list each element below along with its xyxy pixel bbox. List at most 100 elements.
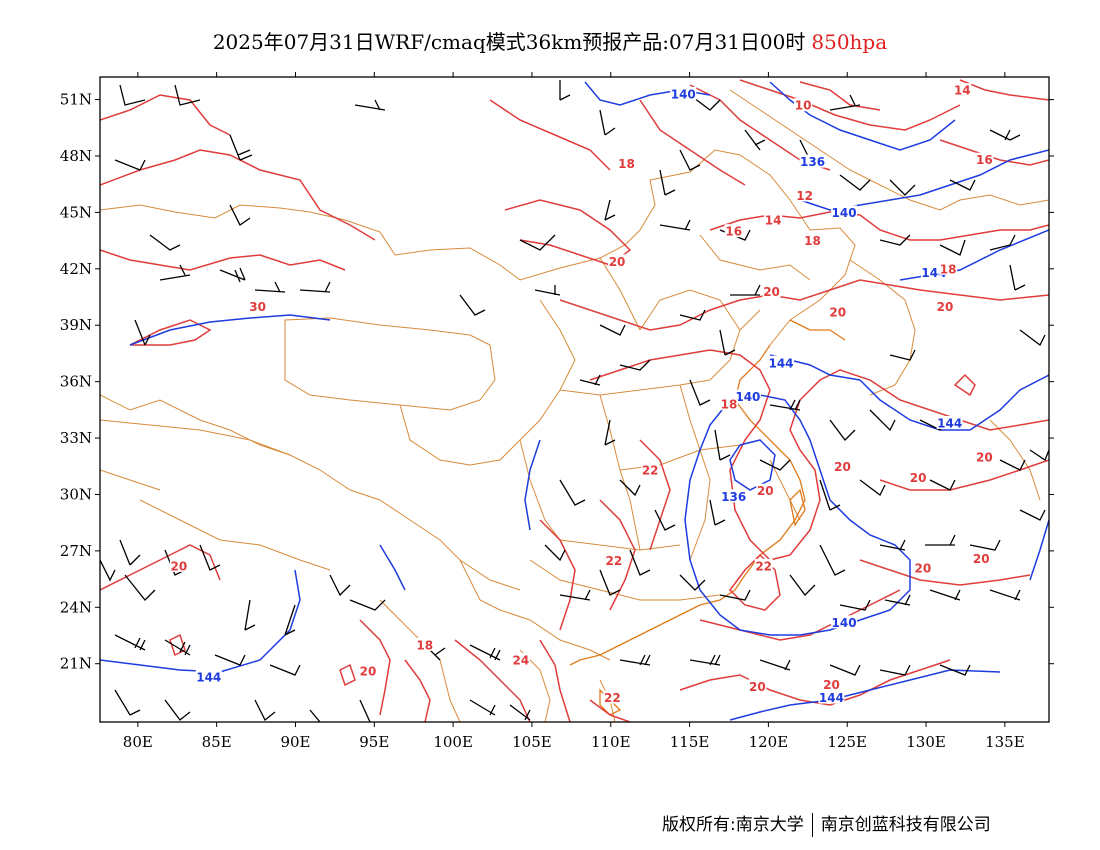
province-border <box>699 234 811 281</box>
temperature-contour-label-bg <box>756 483 775 497</box>
wind-barb <box>769 399 801 411</box>
temperature-contour-label-bg <box>972 551 991 565</box>
height-contour-label-bg <box>831 615 858 629</box>
wind-barb <box>759 459 791 471</box>
height-contour-label: 140 <box>671 87 696 101</box>
wind-barb <box>219 267 246 283</box>
province-border <box>519 649 551 722</box>
lon-label: 135E <box>985 733 1025 751</box>
lat-label: 39N <box>60 316 92 334</box>
lon-label: 115E <box>670 733 710 751</box>
wind-barb <box>929 479 956 491</box>
wind-barb <box>714 429 731 461</box>
temperature-contour-label: 20 <box>757 484 774 498</box>
temperature-contour-label: 22 <box>604 691 621 705</box>
height-contour-label: 140 <box>735 390 760 404</box>
lon-label: 125E <box>827 733 867 751</box>
temperature-contour-label-bg <box>803 233 822 247</box>
wind-barb <box>269 664 301 676</box>
wind-barb <box>889 349 916 361</box>
copyright-right: 南京创蓝科技有限公司 <box>820 815 991 835</box>
wind-barb <box>829 419 856 441</box>
temperature-contour-label: 18 <box>721 398 738 412</box>
wind-barb <box>679 309 706 321</box>
temperature-contour-label: 18 <box>804 234 821 248</box>
copyright-left: 版权所有:南京大学 <box>662 815 804 835</box>
height-contour-label-bg <box>831 205 858 219</box>
wind-barb <box>604 199 616 221</box>
lat-label: 42N <box>60 260 92 278</box>
temperature-contour-label-bg <box>603 690 622 704</box>
temperature-contour-label: 20 <box>910 471 927 485</box>
wind-barb <box>619 654 651 666</box>
lon-label: 110E <box>591 733 631 751</box>
province-border <box>879 184 1049 211</box>
wind-barb <box>689 379 711 406</box>
wind-barb <box>925 534 956 546</box>
wind-barb <box>839 599 871 611</box>
wind-barb <box>999 459 1026 471</box>
wind-barb <box>819 479 841 511</box>
wind-barb <box>730 284 761 296</box>
lat-label: 27N <box>60 542 92 560</box>
temperature-contour-label: 20 <box>829 306 846 320</box>
temperature-contour-label: 20 <box>973 552 990 566</box>
province-border <box>849 259 916 396</box>
province-border <box>679 384 711 561</box>
wind-barb <box>889 179 916 196</box>
coastline <box>569 319 846 716</box>
wind-barb <box>284 604 296 636</box>
wind-barb <box>509 704 531 721</box>
province-border <box>529 559 721 601</box>
height-contour-label-bg <box>799 154 826 168</box>
temperature-contour-label: 20 <box>763 285 780 299</box>
wind-barb <box>659 169 676 196</box>
temperature-contour-label-bg <box>724 224 743 238</box>
temperature-contour-label-bg <box>833 459 852 473</box>
lon-label: 80E <box>123 733 153 751</box>
wind-barb <box>134 319 151 346</box>
temperature-contour-label: 16 <box>725 225 742 239</box>
province-border <box>769 459 801 521</box>
lon-label: 130E <box>906 733 946 751</box>
temperature-contours <box>100 79 1049 722</box>
wind-barb <box>949 179 976 191</box>
wind-barb <box>519 234 556 251</box>
province-border <box>100 469 161 491</box>
temperature-contour-label: 20 <box>170 559 187 573</box>
lat-label: 45N <box>60 203 92 221</box>
map-frame <box>99 76 1050 723</box>
province-border <box>639 289 741 331</box>
wind-barb <box>199 544 221 571</box>
temperature-contour-label-bg <box>754 558 773 572</box>
wind-barb <box>114 159 146 171</box>
province-border <box>379 599 461 722</box>
wind-barb <box>124 574 156 601</box>
temperature-contour-label-bg <box>169 558 188 572</box>
wind-barb <box>229 204 251 226</box>
temperature-contour-label-bg <box>935 299 954 313</box>
lon-label: 85E <box>202 733 232 751</box>
wind-barb <box>159 264 191 281</box>
wind-barb <box>839 174 871 191</box>
lon-label: 90E <box>280 733 310 751</box>
wind-barb <box>599 569 621 596</box>
wind-barb <box>829 664 861 676</box>
page-title: 2025年07月31日WRF/cmaq模式36km预报产品:07月31日00时 8… <box>0 26 1100 55</box>
wind-barb <box>114 689 141 716</box>
wind-barb <box>559 80 571 101</box>
wind-barb <box>174 84 201 106</box>
temperature-contour-label-bg <box>641 463 660 477</box>
wind-barb <box>164 639 191 656</box>
temperature-contour-label: 30 <box>249 300 266 314</box>
province-border <box>100 419 291 456</box>
wind-barb <box>559 479 586 506</box>
wind-barb <box>989 234 1016 251</box>
temperature-contour-label-bg <box>748 679 767 693</box>
wind-barb <box>559 589 591 601</box>
wind-barb <box>679 149 701 171</box>
wind-barb <box>604 419 616 446</box>
temperature-contour-label: 18 <box>618 157 635 171</box>
